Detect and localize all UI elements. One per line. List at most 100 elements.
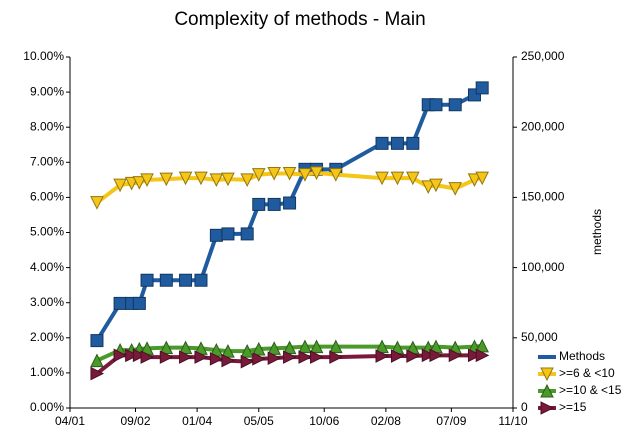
marker [406,171,420,186]
marker [329,350,343,364]
marker [132,348,147,363]
marker [390,171,405,186]
marker [221,227,235,241]
legend-label: >=15 [559,400,587,414]
marker [132,176,147,190]
marker [209,228,223,242]
y-tick-label: 9.00% [30,84,64,98]
marker [267,341,281,355]
x-tick-label: 04/01 [55,414,85,428]
legend-marker [540,401,555,415]
legend-label: >=6 & <10 [559,366,615,380]
x-tick-label: 01/04 [182,414,212,428]
marker [267,351,282,365]
marker [421,348,436,363]
marker [90,353,104,368]
marker [298,350,313,364]
y-tick-label: 10.00% [23,49,64,63]
marker [267,167,281,181]
y2-axis-label: methods [590,209,604,255]
marker [475,171,489,186]
series-line [95,86,484,342]
y-tick-label: 6.00% [30,190,64,204]
marker [221,172,235,187]
marker [390,136,404,150]
marker [125,348,139,363]
marker [90,196,104,210]
marker [375,171,389,186]
marker [90,366,105,381]
marker [240,344,255,358]
y2-tick-label: 200,000 [521,119,565,133]
marker [252,352,266,366]
marker [90,334,104,348]
legend-marker [540,367,554,382]
x-tick-label: 07/09 [436,414,466,428]
marker [283,350,297,364]
marker [309,166,324,180]
marker [159,172,174,187]
marker [194,171,208,186]
marker [429,348,444,363]
marker [310,350,324,364]
marker [179,350,193,364]
marker [448,182,463,196]
marker [178,171,193,186]
marker [179,273,193,287]
marker [390,349,405,363]
marker [251,341,266,356]
marker [209,173,224,187]
marker [159,273,173,287]
marker [267,197,281,211]
y2-tick-label: 250,000 [521,49,565,63]
y-tick-label: 7.00% [30,154,64,168]
marker [328,339,343,354]
x-tick-label: 11/10 [498,414,527,428]
marker [240,227,254,241]
marker [194,350,209,364]
y-tick-label: 3.00% [30,295,64,309]
legend-marker [540,383,554,398]
marker [140,273,154,287]
marker [240,173,255,187]
y2-tick-label: 50,000 [521,330,558,344]
marker [209,352,224,366]
y-tick-label: 4.00% [30,260,64,274]
marker [113,178,127,193]
marker [467,348,482,363]
marker [375,136,389,150]
y2-tick-label: 150,000 [521,190,565,204]
marker [282,167,297,181]
marker [298,339,312,354]
x-tick-label: 02/08 [371,414,401,428]
marker [140,350,155,364]
y-tick-label: 0.00% [30,400,64,414]
marker [132,296,146,310]
marker [448,348,463,363]
y2-tick-label: 100,000 [521,260,565,274]
y-tick-label: 1.00% [30,365,64,379]
x-tick-label: 05/05 [244,414,274,428]
y2-tick-label: 0 [521,400,528,414]
marker [283,196,297,210]
marker [251,168,266,182]
legend-label: Methods [559,349,605,363]
x-tick-label: 09/02 [120,414,150,428]
marker [240,354,255,369]
chart-title: Complexity of methods - Main [174,9,425,30]
marker [328,168,343,182]
marker [421,180,436,194]
marker [309,339,324,354]
x-tick-label: 10/06 [309,414,339,428]
marker [375,349,390,363]
marker [159,350,174,364]
marker [406,136,420,150]
legend-label: >=10 & <15 [559,383,622,397]
marker [113,348,128,363]
marker [429,98,443,112]
marker [252,197,266,211]
marker [113,296,127,310]
marker [194,273,208,287]
marker [406,349,420,363]
